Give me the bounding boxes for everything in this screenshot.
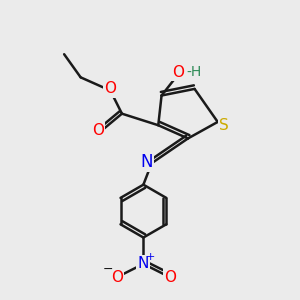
Text: O: O [111, 270, 123, 285]
Text: +: + [145, 252, 155, 262]
Text: N: N [138, 256, 149, 272]
Text: O: O [92, 123, 104, 138]
Text: S: S [219, 118, 229, 134]
Text: N: N [140, 153, 153, 171]
Text: −: − [103, 263, 113, 276]
Text: O: O [164, 270, 176, 285]
Text: O: O [104, 81, 116, 96]
Text: O: O [172, 65, 184, 80]
Text: -H: -H [186, 65, 201, 80]
